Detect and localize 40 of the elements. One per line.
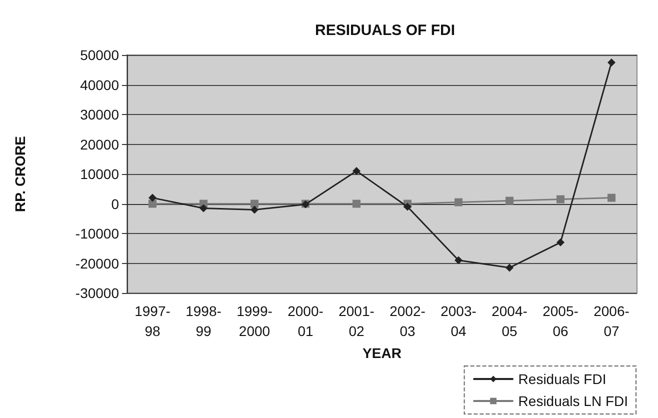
y-tick-label: -10000 <box>75 226 120 242</box>
y-tick-label: 30000 <box>80 106 120 122</box>
y-tick-label: 20000 <box>80 136 120 152</box>
legend-label: Residuals LN FDI <box>518 393 628 409</box>
point <box>352 167 360 176</box>
y-axis-title: RP. CRORE <box>12 136 28 212</box>
x-tick-label: 2004-05 <box>492 303 528 339</box>
chart-title: RESIDUALS OF FDI <box>314 22 456 39</box>
point <box>608 194 616 202</box>
point <box>250 200 258 208</box>
point <box>454 198 462 206</box>
point <box>506 264 514 272</box>
point <box>608 58 616 66</box>
x-tick-label: 1997-98 <box>134 303 171 339</box>
legend-label: Residuals FDI <box>518 371 606 387</box>
point <box>506 196 514 205</box>
x-tick-label: 2006-07 <box>594 303 630 339</box>
point <box>148 194 156 202</box>
x-tick-label: 2003-04 <box>440 303 477 339</box>
x-tick-label: 1998-99 <box>186 303 222 339</box>
point <box>200 204 208 212</box>
point <box>250 206 258 214</box>
point <box>556 238 564 246</box>
y-tick-label: 10000 <box>80 166 120 182</box>
point <box>556 195 564 204</box>
x-tick-label: 2001-02 <box>338 303 375 339</box>
y-tick-label: 40000 <box>80 76 120 93</box>
point <box>148 200 156 208</box>
y-tick-label: 0 <box>111 196 120 212</box>
x-tick-label: 2000-01 <box>288 303 324 339</box>
point <box>454 256 462 264</box>
point <box>352 200 360 208</box>
x-tick-label: 2002-03 <box>390 303 426 339</box>
x-tick-label: 2005-06 <box>542 303 579 339</box>
point <box>404 202 412 211</box>
y-tick-label: 50000 <box>80 47 120 63</box>
y-tick-label: -30000 <box>75 285 120 301</box>
y-tick-label: -20000 <box>75 255 120 272</box>
x-axis-title: YEAR <box>362 344 402 361</box>
x-tick-label: 1999-2000 <box>236 303 273 339</box>
